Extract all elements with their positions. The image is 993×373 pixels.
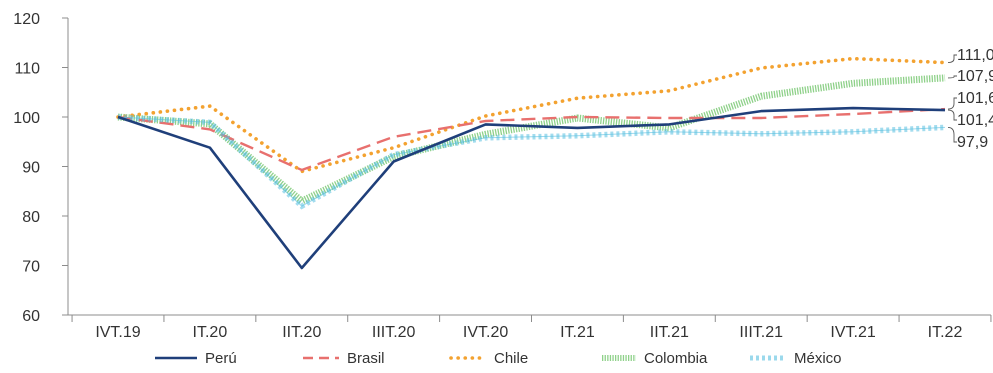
legend-label: Perú [205,350,237,367]
series-colombia-line [117,74,946,205]
legend-item-colombia: Colombia [602,350,708,367]
end-label-leader [947,54,957,63]
legend-label: Brasil [347,350,385,367]
end-label: 97,9 [957,134,988,151]
x-tick-label: IIIT.21 [739,324,783,341]
legend-label: Chile [494,350,528,367]
chart-legend: Perú Brasil Chile Colombia México [155,350,842,367]
x-tick-label: IIIT.20 [372,324,416,341]
series-peru-line [117,106,946,270]
legend-item-mexico: México [750,350,842,367]
y-tick-label: 60 [22,308,40,325]
x-tick-label: IVT.20 [463,324,508,341]
end-label: 107,9 [957,68,993,85]
end-label-leader [947,109,957,121]
legend-label: México [794,350,842,367]
end-label: 111,0 [957,47,993,64]
y-tick-label: 80 [22,209,40,226]
end-label-leader [947,126,957,143]
y-tick-label: 90 [22,160,40,177]
x-tick-label: IIT.21 [650,324,689,341]
x-tick-label: IT.21 [560,324,595,341]
x-tick-label: IT.20 [193,324,228,341]
chart-axes: 60 70 80 90 100 110 120 IVT.19 IT.20 IIT.20 IIIT.2… [13,11,992,341]
series-mexico-line [117,116,946,207]
legend-item-chile: Chile [449,350,528,367]
legend-label: Colombia [644,350,708,367]
x-tick-label: IIT.20 [282,324,321,341]
end-label: 101,6 [957,90,993,107]
series-peru-group [117,106,946,270]
series-brasil-group [117,107,946,172]
chart-series [116,56,947,270]
legend-item-brasil: Brasil [303,350,385,367]
chart-end-labels: 111,0 107,9 101,6 101,4 97,9 [947,47,993,151]
end-label-leader [947,75,957,79]
series-chile-group [116,56,947,174]
y-tick-label: 100 [13,110,40,127]
series-colombia-group [117,74,946,205]
series-brasil-line [117,107,946,172]
x-tick-label: IVT.21 [830,324,875,341]
series-mexico-group [117,114,946,210]
x-tick-label: IVT.19 [95,324,140,341]
legend-item-peru: Perú [155,350,237,367]
y-tick-label: 70 [22,259,40,276]
series-mexico-line-texture [117,114,946,210]
end-label-leader [947,97,957,110]
end-label: 101,4 [957,112,993,129]
y-tick-label: 120 [13,11,40,28]
series-chile-line [116,56,947,174]
x-tick-label: IT.22 [928,324,963,341]
y-tick-label: 110 [14,61,40,78]
